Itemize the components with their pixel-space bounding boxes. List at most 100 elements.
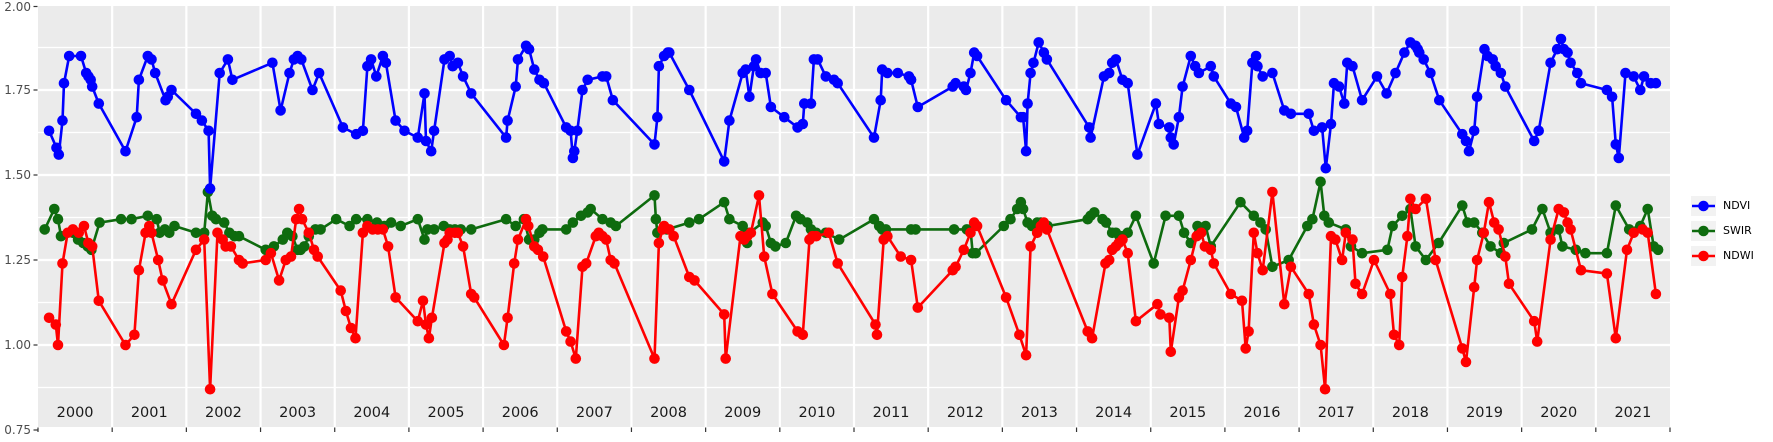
ndwi-point (1396, 271, 1408, 283)
ndvi-point (1085, 132, 1096, 143)
swir-point (210, 213, 222, 225)
ndvi-point (892, 67, 904, 79)
ndvi-point (428, 125, 440, 137)
swir-point (315, 224, 326, 235)
swir-point (169, 220, 180, 232)
ndwi-point (971, 220, 983, 232)
ndvi-point (1528, 135, 1540, 147)
ndwi-point (152, 254, 164, 266)
swir-point (1005, 213, 1016, 225)
ndvi-point (1230, 101, 1242, 113)
ndvi-point (1339, 98, 1350, 109)
swir-point (1652, 244, 1664, 256)
ndwi-point (1500, 251, 1511, 262)
swir-point (560, 224, 572, 235)
ndwi-point (565, 336, 576, 347)
ndwi-point (1164, 312, 1175, 324)
x-tick-label: 2021 (1614, 405, 1651, 421)
swir-point (1457, 200, 1468, 211)
swir-point (1323, 217, 1335, 228)
swir-point (585, 203, 596, 215)
ndwi-point (1267, 186, 1278, 198)
swir-point (94, 217, 105, 228)
ndvi-point (1555, 33, 1567, 45)
swir-point (412, 213, 424, 225)
ndvi-point (1193, 67, 1205, 79)
ndvi-point (75, 50, 87, 62)
ndwi-point (832, 258, 843, 269)
x-tick-label: 2011 (873, 405, 910, 421)
swir-point (780, 237, 792, 249)
ndwi-point (1528, 315, 1540, 327)
ndvi-point (664, 47, 675, 58)
ndvi-point (572, 125, 583, 137)
ndwi-point (1531, 336, 1543, 347)
ndwi-point (303, 227, 315, 239)
ndvi-point (390, 115, 401, 126)
ndwi-point (1628, 227, 1639, 239)
ndvi-point (523, 43, 535, 55)
ndwi-point (1460, 356, 1472, 368)
ndvi-point (600, 71, 612, 82)
ndwi-point (1155, 309, 1166, 320)
ndwi-point (1248, 227, 1260, 239)
ndvi-point (1463, 145, 1475, 157)
ndwi-point (157, 275, 168, 286)
swir-point (151, 213, 162, 225)
legend-label-ndwi: NDWI (1723, 249, 1754, 262)
ndvi-point (510, 81, 521, 92)
ndwi-point (508, 258, 520, 269)
ndvi-point (1347, 60, 1358, 72)
ndwi-point (273, 275, 285, 286)
ndwi-point (335, 285, 347, 296)
ndwi-point (1558, 207, 1570, 218)
ndvi-point (577, 84, 588, 96)
ndwi-point (502, 312, 513, 324)
ndvi-point (750, 54, 762, 65)
ndwi-point (1330, 234, 1341, 245)
swir-point (52, 213, 64, 225)
y-tick-label: 0.75 (4, 423, 31, 437)
ndvi-point (204, 183, 216, 194)
ndvi-point (1471, 91, 1483, 103)
ndvi-point (779, 111, 790, 123)
ndwi-point (1471, 254, 1483, 266)
axis-ticks (33, 5, 1671, 432)
ndvi-point (465, 88, 477, 99)
ndvi-point (1316, 122, 1328, 133)
swir-point (1248, 210, 1260, 222)
ndwi-point (609, 258, 620, 269)
swir-point (597, 213, 608, 225)
ndwi-point (1650, 288, 1662, 300)
ndwi-point (1420, 193, 1432, 205)
ndwi-point (720, 353, 731, 364)
ndwi-point (390, 292, 401, 303)
ndvi-point (337, 122, 349, 133)
x-tick-label: 2019 (1466, 405, 1503, 421)
swir-point (684, 217, 695, 228)
ndvi-point (1020, 145, 1032, 157)
ndwi-point (1319, 383, 1331, 395)
legend-series-glyph-icon (1692, 250, 1715, 262)
ndwi-point (1117, 234, 1128, 245)
ndvi-point (146, 54, 157, 65)
ndvi-point (1022, 98, 1033, 109)
ndwi-point (718, 309, 730, 320)
legend-key-ndwi-icon (1691, 246, 1716, 266)
ndwi-point (1478, 227, 1490, 239)
legend-label-swir: SWIR (1723, 224, 1752, 237)
ndwi-point (912, 302, 924, 313)
ndwi-point (1225, 288, 1237, 300)
swir-point (724, 213, 735, 225)
ndwi-point (870, 319, 881, 330)
legend: NDVI SWIR NDWI (1691, 196, 1754, 266)
swir-point (567, 217, 579, 228)
swir-point (1173, 210, 1185, 222)
swir-point (1468, 217, 1480, 228)
ndvi-point (1495, 67, 1507, 79)
ndwi-point (1457, 343, 1468, 354)
swir-point (1100, 217, 1112, 228)
ndwi-point (1279, 298, 1290, 310)
swir-point (350, 213, 362, 225)
ndwi-point (767, 288, 778, 300)
